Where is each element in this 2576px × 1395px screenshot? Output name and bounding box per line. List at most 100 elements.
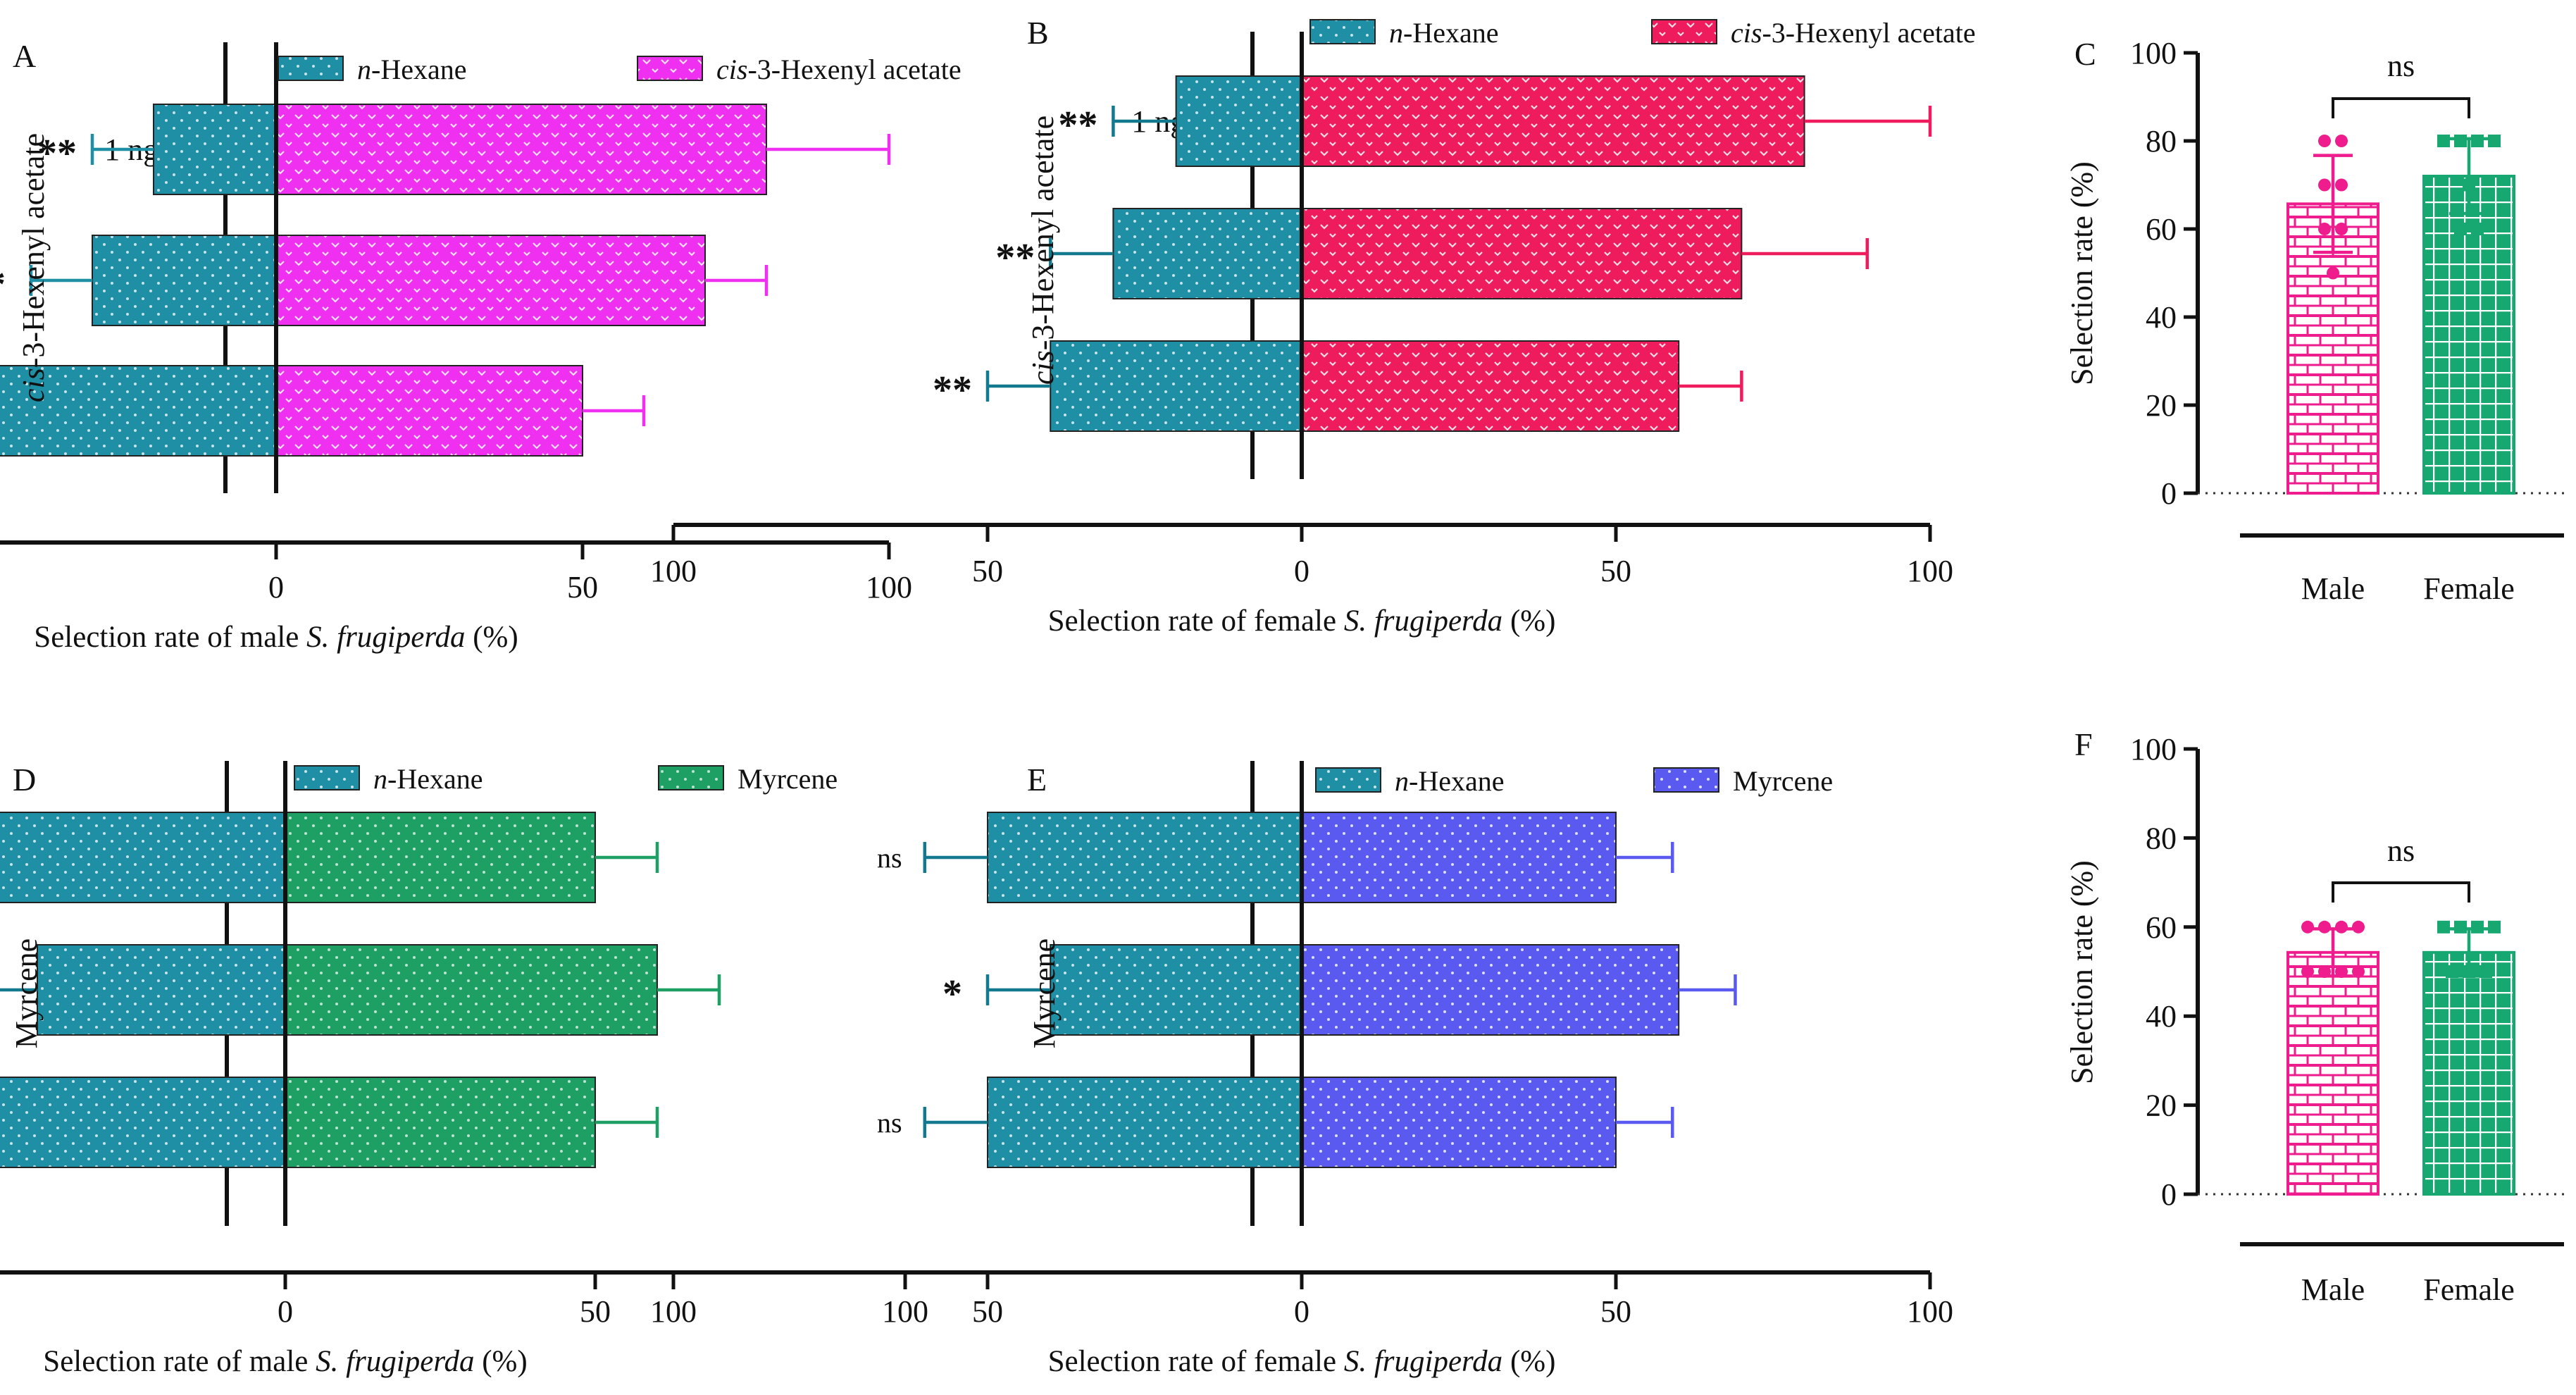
legend-label: n-Hexane bbox=[357, 54, 466, 85]
legend-label: n-Hexane bbox=[373, 763, 483, 795]
x-axis-title-part: (%) bbox=[474, 1345, 527, 1378]
data-point bbox=[2335, 223, 2348, 235]
panel-e: E1 ng/μLns10 ng/μL*100 ng/μLns1005005010… bbox=[650, 761, 1953, 1378]
legend-swatch bbox=[1315, 767, 1381, 793]
category-label: Male bbox=[2301, 1272, 2365, 1307]
legend-label-part: n bbox=[373, 763, 387, 795]
x-tick-label: 50 bbox=[972, 554, 1003, 588]
x-tick-label: 50 bbox=[567, 570, 598, 604]
data-point bbox=[2318, 920, 2331, 934]
bar-hexane bbox=[153, 104, 277, 195]
bar-hexane bbox=[1175, 75, 1302, 167]
y-tick-label: 80 bbox=[2146, 821, 2177, 855]
panel-label: A bbox=[13, 38, 36, 74]
panel-c: C 0 20 40 60 80 100 Selection rate (%) Male Femal… bbox=[2065, 36, 2564, 606]
x-axis-title-part: Selection rate of female bbox=[1048, 604, 1344, 638]
panel-b: B1 ng/μL**10 ng/μL**100 ng/μL**100500501… bbox=[650, 15, 1976, 638]
panel-label: F bbox=[2074, 726, 2093, 762]
x-axis-title-part: Selection rate of female bbox=[1048, 1345, 1344, 1378]
y-tick-label: 100 bbox=[2130, 36, 2177, 70]
bar-hexane bbox=[987, 812, 1302, 903]
bar-hexane bbox=[1050, 944, 1302, 1036]
bar-female bbox=[2422, 175, 2515, 495]
category-label: Female bbox=[2423, 1272, 2515, 1307]
bar-hexane bbox=[1112, 208, 1303, 299]
legend-label-part: -Hexane bbox=[1403, 17, 1498, 49]
bar-treatment bbox=[1301, 208, 1743, 299]
x-axis-title: Selection rate of male S. frugiperda (%) bbox=[34, 621, 518, 654]
y-tick-label: 0 bbox=[2161, 1177, 2177, 1212]
legend-label-part: n bbox=[1395, 765, 1409, 797]
panel-f: F 0 20 40 60 80 100 Selection rate (%) Male Femal… bbox=[2065, 726, 2564, 1307]
legend-label-part: -3-Hexenyl acetate bbox=[747, 54, 961, 85]
legend-swatch bbox=[294, 765, 360, 790]
legend-swatch bbox=[278, 56, 344, 81]
category-label: Male bbox=[2301, 571, 2365, 606]
bar-treatment bbox=[1301, 1077, 1617, 1168]
x-tick-label: 100 bbox=[650, 554, 697, 588]
data-point bbox=[2335, 178, 2348, 192]
y-axis-title: cis-3-Hexenyl acetate bbox=[1026, 116, 1060, 385]
legend-label-part: -3-Hexenyl acetate bbox=[1762, 17, 1975, 49]
data-point bbox=[2301, 920, 2314, 934]
y-axis-title: Myrcene bbox=[1027, 938, 1062, 1048]
significance-label: ** bbox=[1058, 104, 1097, 147]
x-tick-label: 50 bbox=[1600, 554, 1631, 588]
x-axis-title-part: (%) bbox=[1502, 1345, 1555, 1378]
legend-label-part: cis bbox=[1731, 17, 1762, 49]
significance-label: ** bbox=[37, 132, 77, 175]
legend-swatch bbox=[637, 56, 703, 81]
bar-hexane bbox=[0, 1077, 286, 1168]
significance-bracket bbox=[2332, 881, 2470, 903]
y-tick-label: 100 bbox=[2130, 732, 2177, 767]
bar-treatment bbox=[1301, 944, 1680, 1036]
data-point bbox=[2318, 965, 2331, 978]
bar-treatment bbox=[1301, 75, 1805, 167]
panel-label: C bbox=[2074, 36, 2096, 72]
legend-label-part: cis bbox=[716, 54, 747, 85]
data-point bbox=[2335, 965, 2348, 978]
bar-hexane bbox=[0, 365, 277, 457]
x-tick-label: 100 bbox=[866, 570, 912, 604]
category-label: Female bbox=[2423, 571, 2515, 606]
y-axis-title: Selection rate (%) bbox=[2065, 161, 2099, 385]
x-tick-label: 100 bbox=[1907, 554, 1953, 588]
y-axis-title-part: cis bbox=[16, 368, 51, 402]
y-axis-title: Selection rate (%) bbox=[2065, 860, 2099, 1084]
x-axis-title-part: Selection rate of male bbox=[34, 621, 306, 654]
x-axis-title: Selection rate of male S. frugiperda (%) bbox=[43, 1345, 527, 1378]
data-point bbox=[2335, 920, 2348, 934]
bar-treatment bbox=[285, 812, 596, 903]
panel-label: D bbox=[13, 762, 36, 798]
x-tick-label: 0 bbox=[278, 1294, 293, 1329]
panel-label: B bbox=[1027, 15, 1049, 51]
data-point bbox=[2479, 965, 2492, 978]
legend-label-part: Myrcene bbox=[1733, 765, 1833, 797]
x-tick-label: 100 bbox=[650, 1294, 697, 1329]
x-axis-title: Selection rate of female S. frugiperda (… bbox=[1048, 604, 1556, 638]
legend-label-part: -Hexane bbox=[371, 54, 466, 85]
bar-treatment bbox=[1301, 812, 1617, 903]
legend-label-part: n bbox=[1389, 17, 1403, 49]
data-point bbox=[2471, 135, 2484, 147]
significance-label: ns bbox=[2387, 833, 2415, 868]
data-point bbox=[2488, 920, 2501, 934]
x-axis-title-part: Selection rate of male bbox=[43, 1345, 316, 1378]
bar-treatment bbox=[275, 104, 767, 195]
significance-label: ns bbox=[877, 1107, 902, 1139]
data-point bbox=[2488, 135, 2501, 147]
y-tick-label: 60 bbox=[2146, 910, 2177, 945]
x-tick-label: 0 bbox=[1294, 1294, 1309, 1329]
bar-treatment bbox=[1301, 340, 1680, 432]
significance-label: ** bbox=[933, 368, 972, 412]
legend-label: cis-3-Hexenyl acetate bbox=[1731, 17, 1976, 49]
data-point bbox=[2318, 178, 2331, 192]
y-axis-title-part: cis bbox=[1026, 350, 1060, 385]
x-tick-label: 50 bbox=[972, 1294, 1003, 1329]
bar-treatment bbox=[285, 1077, 596, 1168]
y-tick-label: 20 bbox=[2146, 1089, 2177, 1123]
bar-male bbox=[2286, 950, 2379, 1196]
x-axis-title-part: S. frugiperda bbox=[1344, 1345, 1502, 1378]
legend-swatch bbox=[1651, 19, 1717, 44]
